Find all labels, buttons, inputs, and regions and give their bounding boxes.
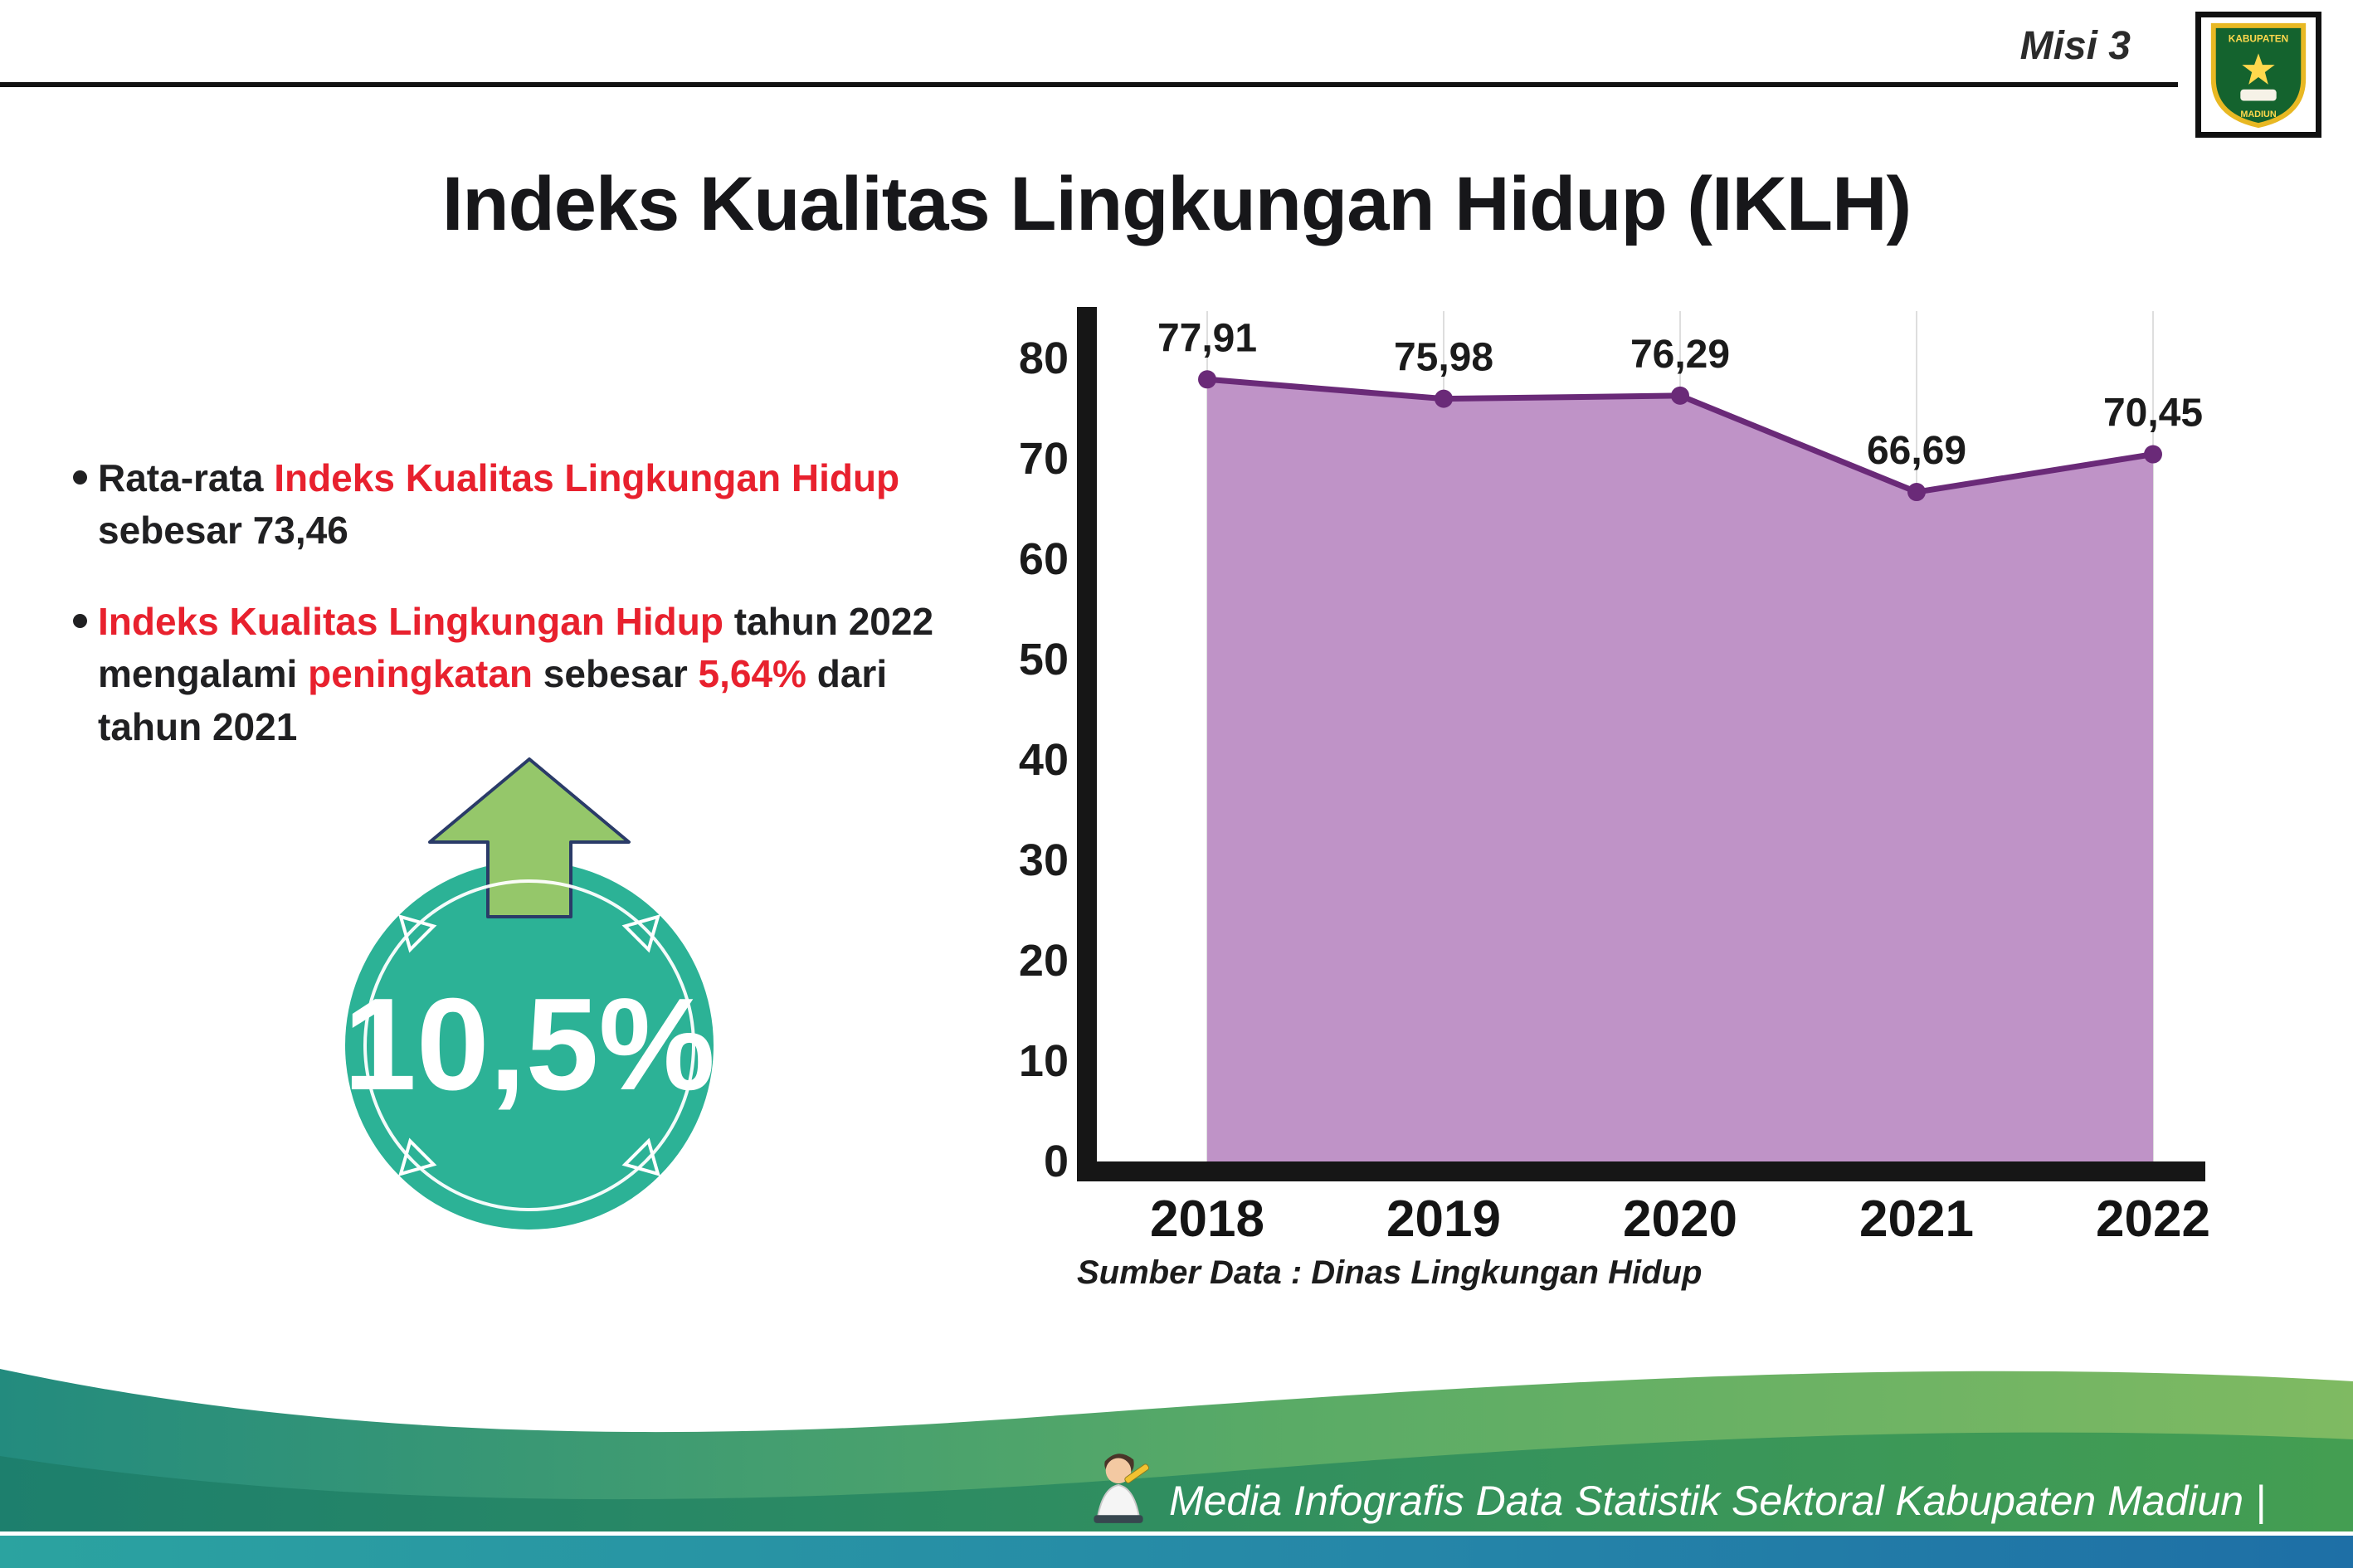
badge-triangle-nw <box>398 914 437 953</box>
footer-credit-text: Media Infografis Data Statistik Sektoral… <box>1168 1478 2266 1524</box>
data-point <box>1907 483 1926 502</box>
x-category-label: 2022 <box>2096 1191 2210 1248</box>
data-point-label: 70,45 <box>2103 392 2203 436</box>
header-divider <box>0 82 2178 87</box>
source-caption: Sumber Data : Dinas Lingkungan Hidup <box>1077 1254 1703 1291</box>
x-category-label: 2020 <box>1623 1191 1737 1248</box>
data-point-label: 66,69 <box>1867 429 1966 473</box>
badge-circle <box>345 861 714 1230</box>
y-tick-label: 70 <box>1019 434 1069 484</box>
bullet-item: Indeks Kualitas Lingkungan Hidup tahun 2… <box>73 596 994 753</box>
footer-credit: Media Infografis Data Statistik Sektoral… <box>1083 1445 2266 1525</box>
bottom-strip <box>0 1536 2353 1568</box>
y-tick-label: 20 <box>1019 936 1069 986</box>
bullet-segment: sebesar 73,46 <box>98 509 348 553</box>
badge-triangle-ne <box>621 914 660 953</box>
x-axis-bar <box>1077 1161 2205 1181</box>
bullet-segment: 5,64% <box>698 652 806 696</box>
badge-triangle-sw <box>398 1137 437 1176</box>
y-tick-label: 30 <box>1019 835 1069 885</box>
data-point <box>1435 389 1453 408</box>
bullet-item: Rata-rata Indeks Kualitas Lingkungan Hid… <box>73 452 994 558</box>
bullet-segment: tahun 2022 mengalami <box>98 599 934 696</box>
data-point <box>1671 386 1689 405</box>
y-tick-label: 40 <box>1019 735 1069 785</box>
data-point-label: 76,29 <box>1630 333 1730 377</box>
y-tick-label: 0 <box>1044 1137 1069 1186</box>
area-fill <box>1207 379 2153 1161</box>
badge-triangle-se <box>621 1137 660 1176</box>
y-tick-label: 60 <box>1019 534 1069 584</box>
x-category-label: 2018 <box>1150 1191 1264 1248</box>
iklh-area-chart: 77,91 75,98 76,29 66,69 70,45 0 10 20 30 40 50 60 70… <box>1019 307 2210 1248</box>
mascot-icon <box>1094 1454 1149 1523</box>
increase-badge: 10,5% <box>322 751 737 1249</box>
kabupaten-madiun-logo: KABUPATEN MADIUN <box>2195 12 2321 138</box>
x-category-label: 2019 <box>1386 1191 1501 1248</box>
badge-value: 10,5% <box>343 971 715 1118</box>
data-point-label: 75,98 <box>1394 336 1493 380</box>
bullet-segment: dari tahun 2021 <box>98 652 888 748</box>
increase-badge-graphic: 10,5% <box>343 757 715 1230</box>
y-tick-label: 50 <box>1019 635 1069 684</box>
bullet-segment: Indeks Kualitas Lingkungan Hidup <box>98 599 723 643</box>
iklh-chart-area: 77,91 75,98 76,29 66,69 70,45 0 10 20 30 40 50 60 70… <box>954 274 2282 1344</box>
y-axis-bar <box>1077 307 1097 1181</box>
x-category-label: 2021 <box>1859 1191 1974 1248</box>
logo-top-text: KABUPATEN <box>2229 33 2288 45</box>
misi-label: Misi 3 <box>2019 24 2131 68</box>
data-point-label: 77,91 <box>1157 316 1257 360</box>
kabupaten-madiun-crest: KABUPATEN MADIUN <box>2210 22 2307 129</box>
wave-divider <box>0 1531 2353 1536</box>
bullet-segment: peningkatan <box>308 652 533 696</box>
footer-waves <box>0 1369 2353 1568</box>
page-title: Indeks Kualitas Lingkungan Hidup (IKLH) <box>441 161 1912 246</box>
logo-bottom-text: MADIUN <box>2240 110 2276 119</box>
bullet-list: Rata-rata Indeks Kualitas Lingkungan Hid… <box>73 452 994 791</box>
y-tick-label: 10 <box>1019 1036 1069 1086</box>
bullet-segment: Rata-rata <box>98 456 275 499</box>
arrow-up-icon <box>428 757 631 918</box>
badge-ring <box>363 879 695 1211</box>
y-tick-label: 80 <box>1019 334 1069 383</box>
data-point <box>1198 370 1216 389</box>
bullet-segment: Indeks Kualitas Lingkungan Hidup <box>274 456 900 499</box>
data-point <box>2144 445 2162 464</box>
bullet-segment: sebesar <box>533 652 699 696</box>
